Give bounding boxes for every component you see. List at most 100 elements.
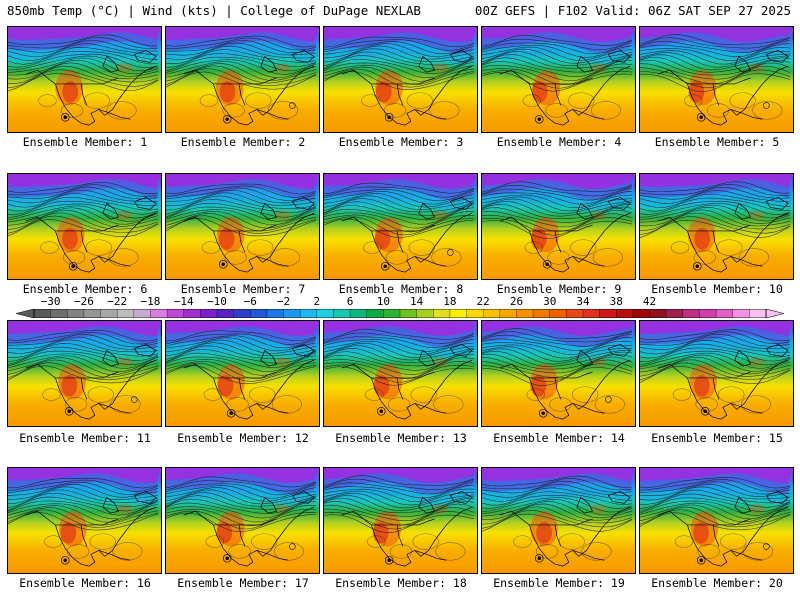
colorbar-segment — [599, 309, 617, 318]
colorbar-tick-label: −18 — [140, 295, 161, 308]
colorbar-outline — [33, 309, 767, 318]
ensemble-member-panel — [7, 320, 162, 427]
colorbar-segment — [732, 309, 750, 318]
ensemble-member-caption: Ensemble Member: 2 — [180, 135, 306, 149]
colorbar-segment — [266, 309, 284, 318]
temperature-wind-map — [324, 174, 477, 279]
colorbar-segment — [616, 309, 634, 318]
colorbar-segment — [516, 309, 534, 318]
ensemble-member-caption: Ensemble Member: 9 — [496, 282, 622, 296]
colorbar-tick-label: 30 — [543, 295, 557, 308]
ensemble-member-panel — [165, 26, 320, 133]
colorbar-segment — [150, 309, 168, 318]
ensemble-member-panel — [323, 173, 478, 280]
temperature-wind-map — [482, 321, 635, 426]
temperature-wind-map — [8, 174, 161, 279]
ensemble-member-caption: Ensemble Member: 10 — [651, 282, 783, 296]
ensemble-member-caption: Ensemble Member: 19 — [493, 576, 625, 590]
colorbar-segment — [433, 309, 451, 318]
ensemble-member-caption: Ensemble Member: 1 — [22, 135, 148, 149]
colorbar-segment — [549, 309, 567, 318]
temperature-wind-map — [640, 174, 793, 279]
temperature-wind-map — [324, 468, 477, 573]
ensemble-member-caption: Ensemble Member: 7 — [180, 282, 306, 296]
ensemble-member-panel — [639, 467, 794, 574]
temperature-wind-map — [324, 27, 477, 132]
colorbar-tick-label: 10 — [376, 295, 390, 308]
colorbar-segment — [682, 309, 700, 318]
ensemble-member-caption: Ensemble Member: 12 — [177, 431, 309, 445]
colorbar-tick-label: 14 — [410, 295, 424, 308]
colorbar-segment — [366, 309, 384, 318]
colorbar-tick-label: −14 — [173, 295, 194, 308]
colorbar-tick-label: 22 — [476, 295, 490, 308]
ensemble-member-caption: Ensemble Member: 18 — [335, 576, 467, 590]
colorbar-tick-label: 38 — [609, 295, 623, 308]
colorbar-segment — [449, 309, 467, 318]
ensemble-member-caption: Ensemble Member: 11 — [19, 431, 151, 445]
colorbar-segment — [649, 309, 667, 318]
ensemble-member-panel — [7, 173, 162, 280]
ensemble-member-panel — [165, 467, 320, 574]
colorbar-segment — [350, 309, 368, 318]
colorbar-segment — [566, 309, 584, 318]
temperature-wind-map — [8, 321, 161, 426]
ensemble-member-caption: Ensemble Member: 20 — [651, 576, 783, 590]
ensemble-member-panel — [323, 26, 478, 133]
ensemble-member-panel — [481, 173, 636, 280]
colorbar-segment — [34, 309, 51, 318]
colorbar-tick-label: 18 — [443, 295, 457, 308]
temperature-wind-map — [482, 174, 635, 279]
colorbar-tick-label: −2 — [276, 295, 291, 308]
ensemble-member-panel — [165, 173, 320, 280]
colorbar-tick-label: −10 — [207, 295, 227, 308]
colorbar-segment — [117, 309, 135, 318]
colorbar-segment — [499, 309, 517, 318]
colorbar-tick-label: 42 — [642, 295, 657, 308]
ensemble-member-caption: Ensemble Member: 6 — [22, 282, 148, 296]
colorbar-segment — [400, 309, 417, 318]
colorbar-tick-label: −22 — [107, 295, 128, 308]
colorbar-tick-label: 6 — [346, 295, 354, 308]
colorbar-segment — [250, 309, 268, 318]
temperature-wind-map — [8, 27, 161, 132]
figure-header: 850mb Temp (°C) | Wind (kts) | College o… — [0, 0, 800, 22]
colorbar-segment — [333, 309, 351, 318]
ensemble-member-caption: Ensemble Member: 17 — [177, 576, 309, 590]
colorbar-tick-labels: −30 −26 −22 −18 −14 −10 −6 −2 2 6 10 14 18 22 26 30 34 38… — [0, 296, 800, 308]
ensemble-member-panel — [639, 173, 794, 280]
colorbar-min-arrow — [16, 309, 35, 318]
colorbar-segment — [300, 309, 318, 318]
colorbar-segment — [217, 309, 234, 318]
ensemble-member-caption: Ensemble Member: 13 — [335, 431, 467, 445]
ensemble-member-panel — [323, 320, 478, 427]
colorbar-segment — [483, 309, 501, 318]
temperature-wind-map — [324, 321, 477, 426]
temperature-wind-map — [640, 321, 793, 426]
colorbar-segment — [699, 309, 717, 318]
ensemble-member-panel — [165, 320, 320, 427]
ensemble-member-panel — [7, 26, 162, 133]
ensemble-member-panel — [481, 26, 636, 133]
ensemble-member-panel — [639, 320, 794, 427]
ensemble-member-caption: Ensemble Member: 5 — [654, 135, 780, 149]
ensemble-member-panel — [7, 467, 162, 574]
colorbar-segment — [749, 309, 767, 318]
colorbar-max-arrow — [765, 309, 784, 318]
colorbar-segment — [632, 309, 650, 318]
colorbar-tick-label: −30 — [40, 295, 61, 308]
temperature-colorbar — [16, 309, 784, 318]
temperature-wind-map — [166, 174, 319, 279]
ensemble-member-panel — [639, 26, 794, 133]
colorbar-segment — [200, 309, 218, 318]
colorbar-segment — [50, 309, 68, 318]
ensemble-member-panel — [481, 320, 636, 427]
ensemble-member-caption: Ensemble Member: 3 — [338, 135, 464, 149]
temperature-wind-map — [640, 27, 793, 132]
temperature-wind-map — [166, 27, 319, 132]
colorbar-tick-label: 2 — [313, 295, 321, 308]
ensemble-member-caption: Ensemble Member: 4 — [496, 135, 622, 149]
colorbar-tick-label: 34 — [576, 295, 590, 308]
ensemble-member-caption: Ensemble Member: 8 — [338, 282, 464, 296]
colorbar-segment — [283, 309, 301, 318]
